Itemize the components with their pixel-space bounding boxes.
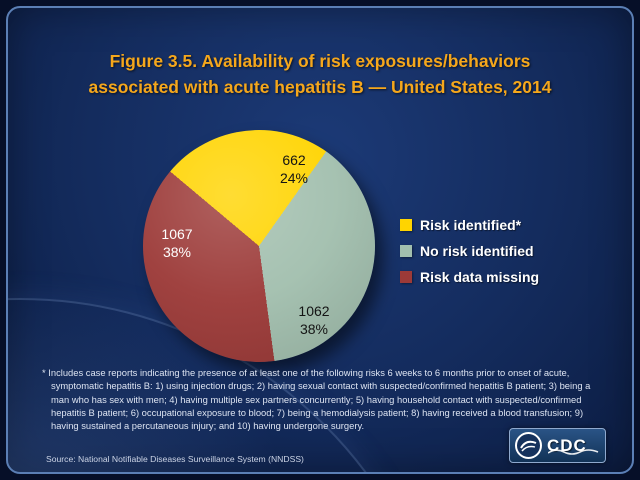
pie-label-no-risk-identified: 1062 38% [298, 302, 329, 338]
cdc-hhs-logo: CDC [509, 428, 606, 463]
legend-item-no-risk-identified: No risk identified [400, 243, 539, 259]
pie-value: 1067 [161, 225, 193, 242]
pie-value: 662 [282, 151, 306, 168]
legend-label: Risk identified* [420, 217, 522, 233]
legend-label: Risk data missing [420, 269, 540, 285]
pie-percent: 24% [279, 170, 309, 186]
footnote: * Includes case reports indicating the p… [42, 367, 591, 432]
pie-percent: 38% [162, 244, 192, 260]
legend-swatch-green [400, 245, 412, 257]
chart-legend: Risk identified* No risk identified Risk… [400, 217, 539, 295]
hhs-seal-icon [515, 432, 542, 459]
pie-label-risk-data-missing: 1067 38% [161, 225, 192, 261]
cdc-wordmark: CDC [547, 431, 600, 460]
flag-wave-icon [548, 449, 599, 455]
legend-swatch-red [400, 271, 412, 283]
page-title-line1: Figure 3.5. Availability of risk exposur… [109, 51, 531, 71]
page-title-line2: associated with acute hepatitis B — Unit… [88, 77, 552, 98]
legend-label: No risk identified [420, 243, 534, 259]
eagle-icon [520, 440, 537, 452]
legend-item-risk-data-missing: Risk data missing [400, 269, 539, 285]
legend-swatch-yellow [400, 219, 412, 231]
slide-background: Figure 3.5. Availability of risk exposur… [6, 6, 634, 474]
page-title: Figure 3.5. Availability of risk exposur… [32, 48, 608, 101]
pie [143, 130, 375, 362]
pie-value: 1062 [298, 302, 330, 319]
pie-percent: 38% [299, 321, 329, 337]
legend-item-risk-identified: Risk identified* [400, 217, 539, 233]
pie-label-risk-identified: 662 24% [280, 151, 308, 187]
pie-chart: 662 24% 1062 38% 1067 38% [143, 130, 375, 362]
source-citation: Source: National Notifiable Diseases Sur… [46, 454, 304, 464]
